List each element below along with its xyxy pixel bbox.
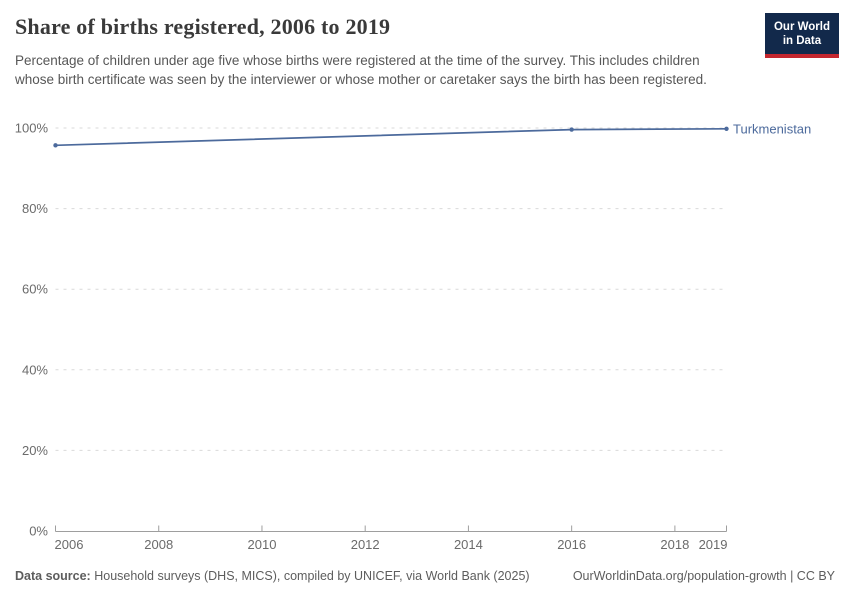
y-axis-tick-label: 20%	[22, 443, 48, 458]
y-axis-tick-label: 60%	[22, 282, 48, 297]
series-line-turkmenistan[interactable]	[55, 127, 727, 147]
footer-data-source[interactable]: Data source: Household surveys (DHS, MIC…	[15, 569, 530, 583]
series-point[interactable]	[569, 127, 574, 132]
y-axis-tick-label: 0%	[29, 524, 48, 539]
data-source-label: Data source:	[15, 569, 91, 583]
owid-logo[interactable]: Our World in Data	[764, 13, 839, 58]
x-axis-tick-label: 2014	[454, 537, 483, 552]
x-axis-tick-label: 2016	[557, 537, 586, 552]
x-axis-tick-label: 2012	[351, 537, 380, 552]
logo-text-line1: Our World	[773, 21, 830, 33]
footer-attribution[interactable]: OurWorldinData.org/population-growth | C…	[572, 569, 835, 583]
y-axis-tick-label: 80%	[22, 201, 48, 216]
x-axis-tick-label: 2018	[660, 537, 689, 552]
data-source-text: Household surveys (DHS, MICS), compiled …	[94, 569, 530, 583]
series-point[interactable]	[53, 143, 58, 148]
x-axis-tick-label: 2008	[144, 537, 173, 552]
x-axis-tick-label: 2019	[699, 537, 728, 552]
chart-subtitle: Percentage of children under age five wh…	[15, 53, 707, 87]
x-axis-tick-label: 2010	[248, 537, 277, 552]
chart-title: Share of births registered, 2006 to 2019	[15, 14, 391, 39]
series-label-turkmenistan[interactable]: Turkmenistan	[733, 121, 811, 136]
logo-text-line2: in Data	[782, 35, 822, 47]
series-point[interactable]	[724, 126, 729, 132]
y-axis-tick-label: 40%	[22, 362, 48, 377]
x-axis-tick-label: 2006	[55, 537, 84, 552]
y-axis-tick-label: 100%	[15, 121, 49, 136]
